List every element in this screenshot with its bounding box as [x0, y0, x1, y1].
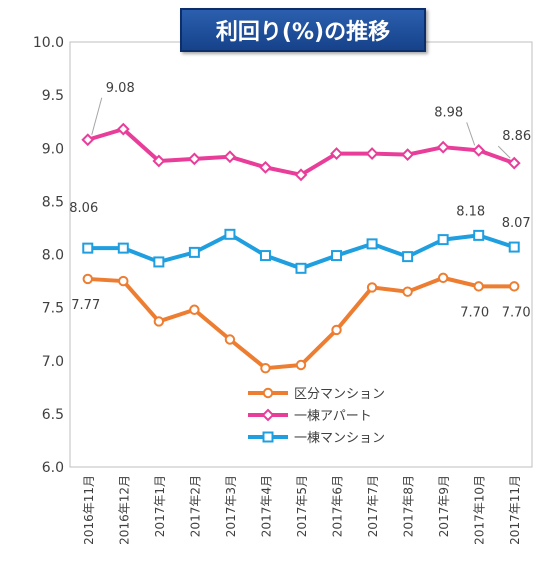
label-leader-line [497, 145, 511, 159]
data-point [81, 133, 95, 147]
x-tick-label: 2017年5月 [295, 475, 309, 537]
data-point [366, 238, 378, 250]
data-point [436, 140, 450, 154]
data-point [507, 156, 521, 170]
x-tick-label: 2017年10月 [473, 475, 487, 545]
data-label: 8.06 [69, 201, 98, 216]
y-tick-label: 10.0 [33, 35, 64, 51]
y-tick-label: 7.5 [42, 301, 64, 317]
data-point [473, 229, 485, 241]
data-point [437, 234, 449, 246]
data-point [118, 275, 129, 287]
data-point [472, 143, 486, 157]
data-point [295, 262, 307, 274]
data-point [152, 154, 166, 168]
data-point [224, 334, 236, 345]
data-point [117, 242, 129, 254]
legend-marker [261, 408, 275, 422]
data-point [437, 272, 449, 284]
legend-marker [262, 387, 274, 399]
data-point [402, 251, 414, 263]
data-point [82, 242, 94, 254]
data-point [365, 147, 379, 160]
data-point [509, 281, 520, 292]
y-tick-label: 9.0 [42, 141, 64, 157]
legend-label: 一棟マンション [294, 431, 385, 446]
x-tick-label: 2017年9月 [437, 475, 451, 537]
legend-label: 区分マンション [294, 387, 385, 402]
x-tick-label: 2016年12月 [117, 475, 131, 545]
data-point [153, 316, 165, 327]
y-tick-label: 7.0 [42, 354, 64, 370]
x-tick-label: 2017年3月 [224, 475, 238, 537]
data-point [295, 359, 307, 371]
x-tick-label: 2017年6月 [331, 475, 345, 537]
y-tick-label: 6.0 [42, 460, 64, 476]
data-point [294, 168, 308, 182]
data-label: 7.70 [502, 305, 531, 320]
x-tick-label: 2017年11月 [508, 475, 522, 545]
data-point [401, 148, 415, 162]
plot-area [69, 41, 533, 468]
x-tick-label: 2017年1月 [153, 475, 167, 537]
data-label: 8.18 [456, 204, 485, 219]
data-label: 8.86 [502, 129, 531, 144]
data-point [82, 273, 93, 285]
data-point [259, 160, 272, 174]
chart-title: 利回り(%)の推移 [180, 8, 426, 52]
data-point [473, 281, 484, 292]
data-point [153, 256, 165, 268]
data-point [331, 324, 342, 336]
y-tick-label: 8.5 [42, 194, 64, 210]
data-label: 8.98 [434, 105, 463, 120]
x-tick-label: 2017年7月 [366, 475, 380, 537]
data-point [330, 147, 343, 160]
data-point [260, 362, 271, 374]
x-tick-label: 2017年2月 [188, 475, 202, 537]
data-label: 7.77 [71, 298, 100, 313]
data-point [259, 250, 271, 262]
data-label: 8.07 [502, 216, 531, 231]
legend-marker [262, 431, 274, 443]
data-point [188, 246, 200, 258]
label-leader-line [466, 122, 476, 146]
data-label: 9.08 [106, 81, 135, 96]
x-tick-label: 2017年8月 [402, 475, 416, 537]
data-label: 7.70 [460, 305, 489, 320]
data-point [189, 304, 200, 315]
y-tick-label: 8.0 [42, 248, 64, 264]
legend-label: 一棟アパート [294, 409, 372, 424]
data-point [508, 241, 520, 253]
data-point [224, 228, 236, 240]
data-point [366, 282, 378, 293]
data-point [331, 250, 343, 262]
label-leader-line [91, 97, 103, 135]
data-point [116, 122, 130, 136]
y-tick-label: 6.5 [42, 407, 64, 423]
y-tick-label: 9.5 [42, 88, 64, 104]
data-point [223, 150, 237, 164]
data-point [187, 152, 201, 166]
x-tick-label: 2017年4月 [259, 475, 273, 537]
data-point [402, 286, 413, 297]
x-tick-label: 2016年11月 [82, 475, 96, 545]
